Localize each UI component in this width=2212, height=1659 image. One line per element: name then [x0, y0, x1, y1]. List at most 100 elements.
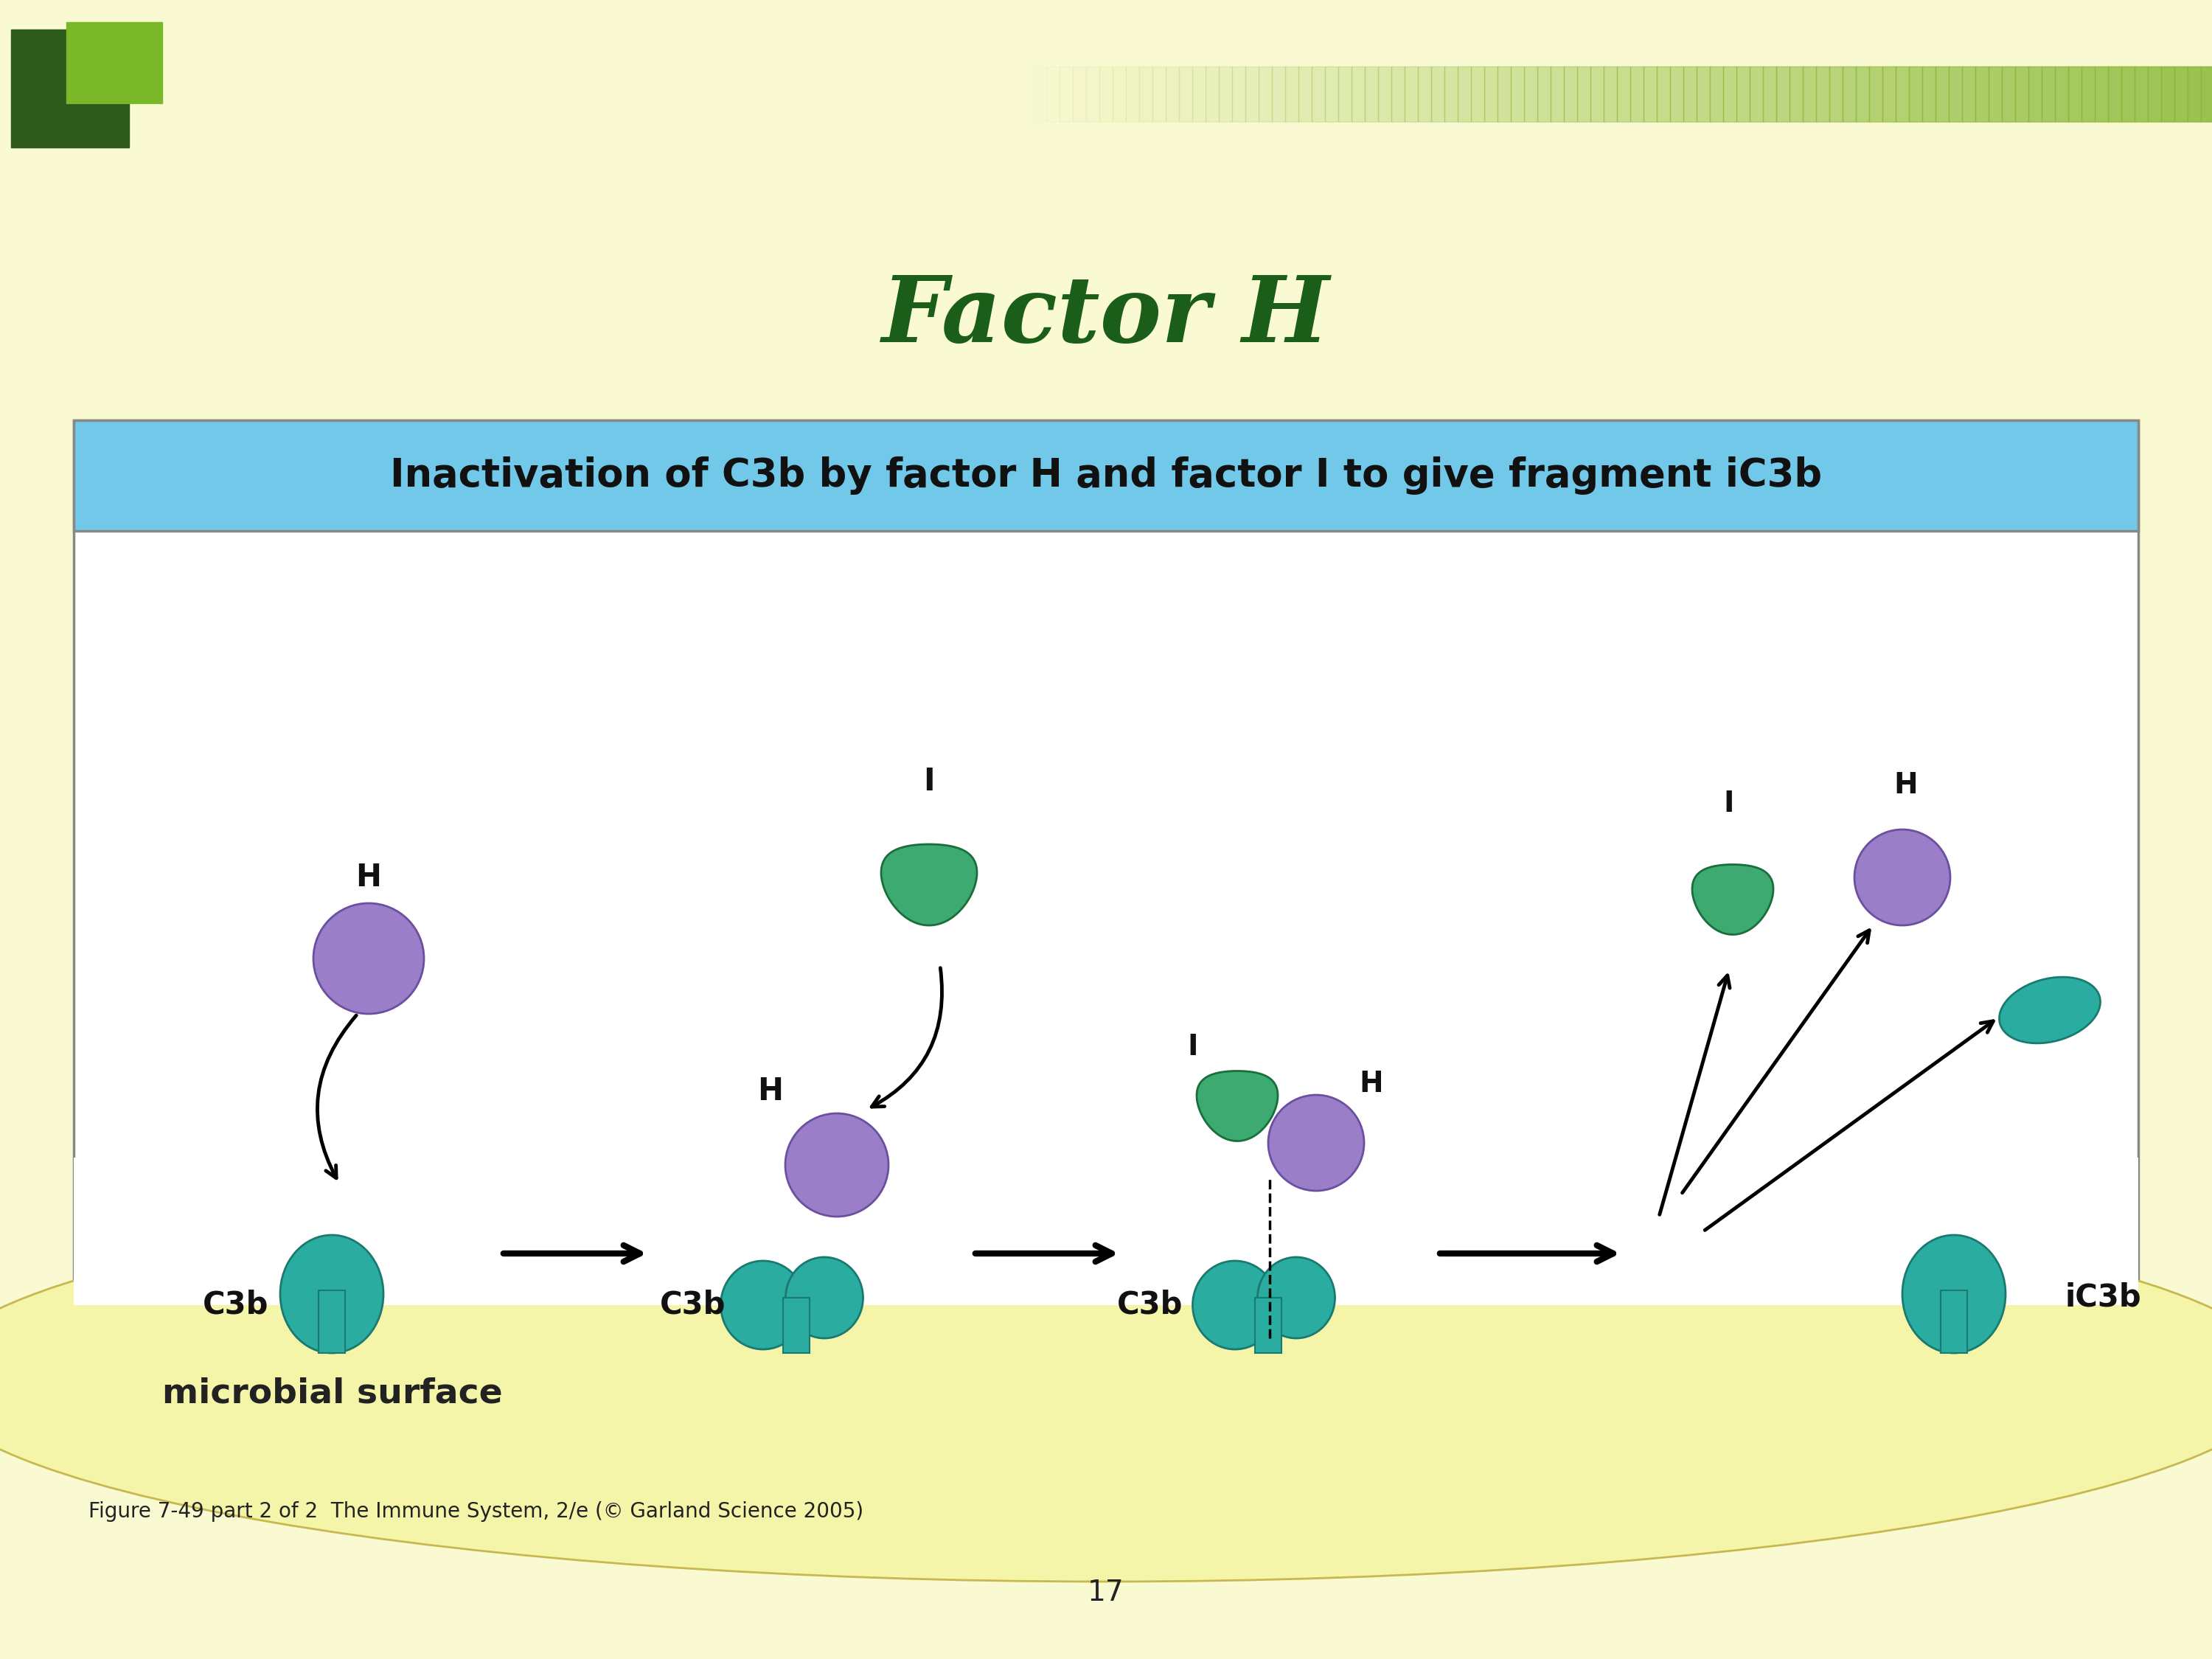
Ellipse shape [314, 902, 425, 1014]
Bar [2135, 66, 2148, 121]
Bar [1940, 1291, 1966, 1354]
Bar [1856, 66, 1869, 121]
Bar [1219, 66, 1232, 121]
Bar [1564, 66, 1577, 121]
Text: Figure 7-49 part 2 of 2  The Immune System, 2/e (© Garland Science 2005): Figure 7-49 part 2 of 2 The Immune Syste… [88, 1501, 863, 1521]
Bar [1657, 66, 1670, 121]
Bar [1736, 66, 1750, 121]
Polygon shape [880, 844, 978, 926]
Bar [1152, 66, 1166, 121]
Bar [1524, 66, 1537, 121]
Bar [675, 66, 688, 121]
Bar [1710, 66, 1723, 121]
Bar [887, 66, 900, 121]
Bar [1298, 66, 1312, 121]
Bar [1033, 66, 1046, 121]
Bar [1192, 66, 1206, 121]
Bar [1020, 66, 1033, 121]
Bar [1816, 66, 1829, 121]
Bar [1484, 66, 1498, 121]
Ellipse shape [1854, 830, 1951, 926]
Bar [1922, 66, 1935, 121]
Bar [11, 30, 128, 148]
Bar [2201, 66, 2212, 121]
Bar [1537, 66, 1551, 121]
Text: I: I [922, 766, 936, 796]
Text: I: I [1723, 790, 1734, 818]
Bar [1126, 66, 1139, 121]
Ellipse shape [1267, 1095, 1365, 1191]
Bar [688, 66, 701, 121]
Bar [728, 66, 741, 121]
Bar [2095, 66, 2108, 121]
Bar [1206, 66, 1219, 121]
Bar [73, 420, 2139, 1475]
Bar [1630, 66, 1644, 121]
Bar [1551, 66, 1564, 121]
Bar [1254, 1297, 1281, 1354]
Bar [1139, 66, 1152, 121]
Bar [1113, 66, 1126, 121]
Bar [768, 66, 781, 121]
Bar [807, 66, 821, 121]
Bar [1272, 66, 1285, 121]
Text: C3b: C3b [659, 1289, 726, 1321]
Bar [1949, 66, 1962, 121]
Bar [993, 66, 1006, 121]
Text: H: H [356, 863, 380, 893]
Bar [1763, 66, 1776, 121]
Bar [2161, 66, 2174, 121]
Text: C3b: C3b [1117, 1289, 1183, 1321]
Bar [73, 420, 2139, 531]
Ellipse shape [281, 1234, 383, 1354]
Bar [1896, 66, 1909, 121]
Bar [847, 66, 860, 121]
Bar [781, 66, 794, 121]
Bar [2081, 66, 2095, 121]
Ellipse shape [1192, 1261, 1279, 1349]
Bar [1511, 66, 1524, 121]
Bar [2148, 66, 2161, 121]
Bar [2042, 66, 2055, 121]
Bar [2028, 66, 2042, 121]
Text: iC3b: iC3b [2064, 1282, 2141, 1314]
Bar [1843, 66, 1856, 121]
Bar [1405, 66, 1418, 121]
Bar [783, 1297, 810, 1354]
Bar [1325, 66, 1338, 121]
Bar [860, 66, 874, 121]
Bar [940, 66, 953, 121]
Bar [953, 66, 967, 121]
Bar [1776, 66, 1790, 121]
Bar [1697, 66, 1710, 121]
Bar [1418, 66, 1431, 121]
Bar [1604, 66, 1617, 121]
Bar [1590, 66, 1604, 121]
Bar [794, 66, 807, 121]
Bar [1458, 66, 1471, 121]
Bar [1471, 66, 1484, 121]
Bar [1006, 66, 1020, 121]
Bar [2188, 66, 2201, 121]
Bar [1935, 66, 1949, 121]
Polygon shape [1197, 1072, 1279, 1141]
Bar [622, 66, 635, 121]
Bar [914, 66, 927, 121]
Bar [1338, 66, 1352, 121]
Bar [821, 66, 834, 121]
Bar [1498, 66, 1511, 121]
Bar [1644, 66, 1657, 121]
Bar [900, 66, 914, 121]
Bar [1723, 66, 1736, 121]
Ellipse shape [785, 1258, 863, 1339]
Bar [967, 66, 980, 121]
Bar [319, 1291, 345, 1354]
Text: H: H [1360, 1070, 1382, 1098]
Bar [1285, 66, 1298, 121]
Bar [1683, 66, 1697, 121]
Bar [1073, 66, 1086, 121]
Bar [1312, 66, 1325, 121]
Bar [1378, 66, 1391, 121]
Bar [2108, 66, 2121, 121]
Bar [1803, 66, 1816, 121]
